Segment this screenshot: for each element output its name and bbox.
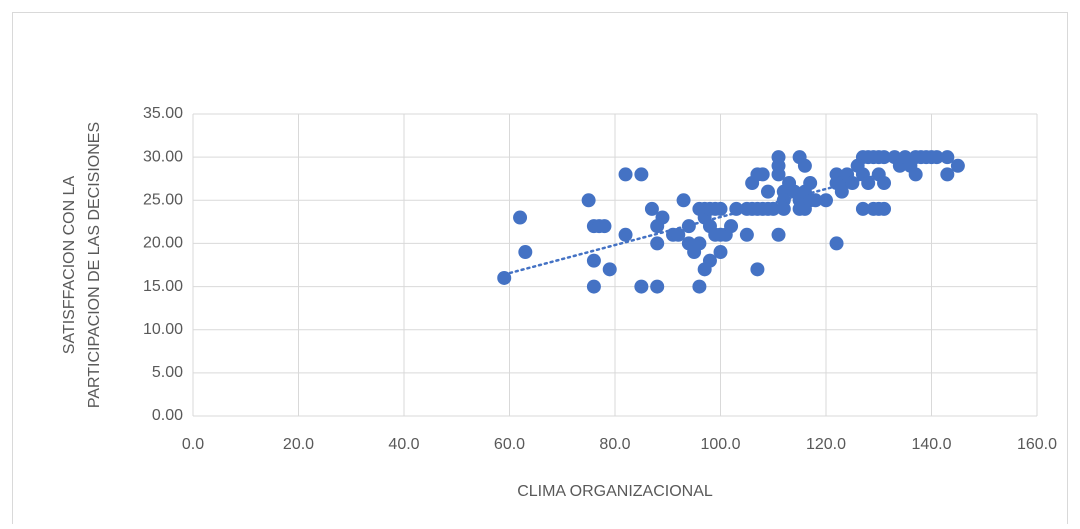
- trendline: [502, 172, 886, 276]
- y-tick-label: 20.00: [143, 235, 183, 252]
- data-point: [702, 253, 717, 268]
- data-point: [650, 279, 665, 294]
- x-tick-label: 120.0: [806, 436, 846, 453]
- data-point: [766, 201, 781, 216]
- data-point: [877, 201, 892, 216]
- data-point: [950, 158, 965, 173]
- data-point: [650, 236, 665, 251]
- data-point: [771, 167, 786, 182]
- data-point: [513, 210, 528, 225]
- data-point: [908, 167, 923, 182]
- data-point: [755, 167, 770, 182]
- data-point: [497, 270, 512, 285]
- y-tick-label: 35.00: [143, 105, 183, 122]
- data-point: [729, 201, 744, 216]
- data-point: [634, 167, 649, 182]
- data-point: [771, 227, 786, 242]
- data-point: [655, 210, 670, 225]
- data-point: [724, 219, 739, 234]
- data-point: [634, 279, 649, 294]
- x-tick-label: 160.0: [1017, 436, 1057, 453]
- data-point: [586, 279, 601, 294]
- x-tick-label: 140.0: [911, 436, 951, 453]
- data-point: [581, 193, 596, 208]
- data-point: [929, 150, 944, 165]
- data-point: [692, 236, 707, 251]
- data-point: [877, 150, 892, 165]
- data-point: [692, 279, 707, 294]
- x-tick-label: 40.0: [388, 436, 419, 453]
- data-point: [671, 227, 686, 242]
- y-axis-label: SATISFFACION CON LA: [61, 175, 78, 354]
- data-point: [676, 193, 691, 208]
- data-point: [877, 176, 892, 191]
- data-point: [829, 236, 844, 251]
- data-point: [713, 245, 728, 260]
- x-axis-label: CLIMA ORGANIZACIONAL: [517, 483, 713, 500]
- y-tick-label: 25.00: [143, 192, 183, 209]
- data-point: [940, 150, 955, 165]
- chart-frame: [12, 12, 1068, 529]
- data-point: [819, 193, 833, 208]
- y-tick-label: 0.00: [152, 407, 183, 424]
- data-point: [518, 245, 533, 260]
- x-tick-label: 100.0: [700, 436, 740, 453]
- data-point: [586, 253, 601, 268]
- data-point: [803, 176, 818, 191]
- data-point: [797, 158, 812, 173]
- x-tick-label: 0.0: [182, 436, 204, 453]
- data-point: [618, 227, 633, 242]
- data-point: [760, 184, 775, 199]
- y-axis-label: PARTICIPACION DE LAS DECISIONES: [86, 122, 103, 408]
- data-point: [602, 262, 617, 277]
- y-tick-label: 30.00: [143, 148, 183, 165]
- x-tick-label: 80.0: [599, 436, 630, 453]
- data-point: [713, 201, 728, 216]
- x-tick-label: 60.0: [494, 436, 525, 453]
- data-point: [644, 201, 659, 216]
- data-point: [681, 219, 696, 234]
- data-point: [618, 167, 633, 182]
- data-point: [597, 219, 612, 234]
- data-point: [808, 193, 823, 208]
- data-point: [739, 227, 754, 242]
- data-point: [834, 184, 849, 199]
- y-tick-label: 15.00: [143, 278, 183, 295]
- data-point: [940, 167, 955, 182]
- data-point: [750, 262, 765, 277]
- data-point: [855, 201, 870, 216]
- y-tick-label: 5.00: [152, 364, 183, 381]
- x-tick-label: 20.0: [283, 436, 314, 453]
- data-point: [776, 201, 791, 216]
- y-tick-label: 10.00: [143, 321, 183, 338]
